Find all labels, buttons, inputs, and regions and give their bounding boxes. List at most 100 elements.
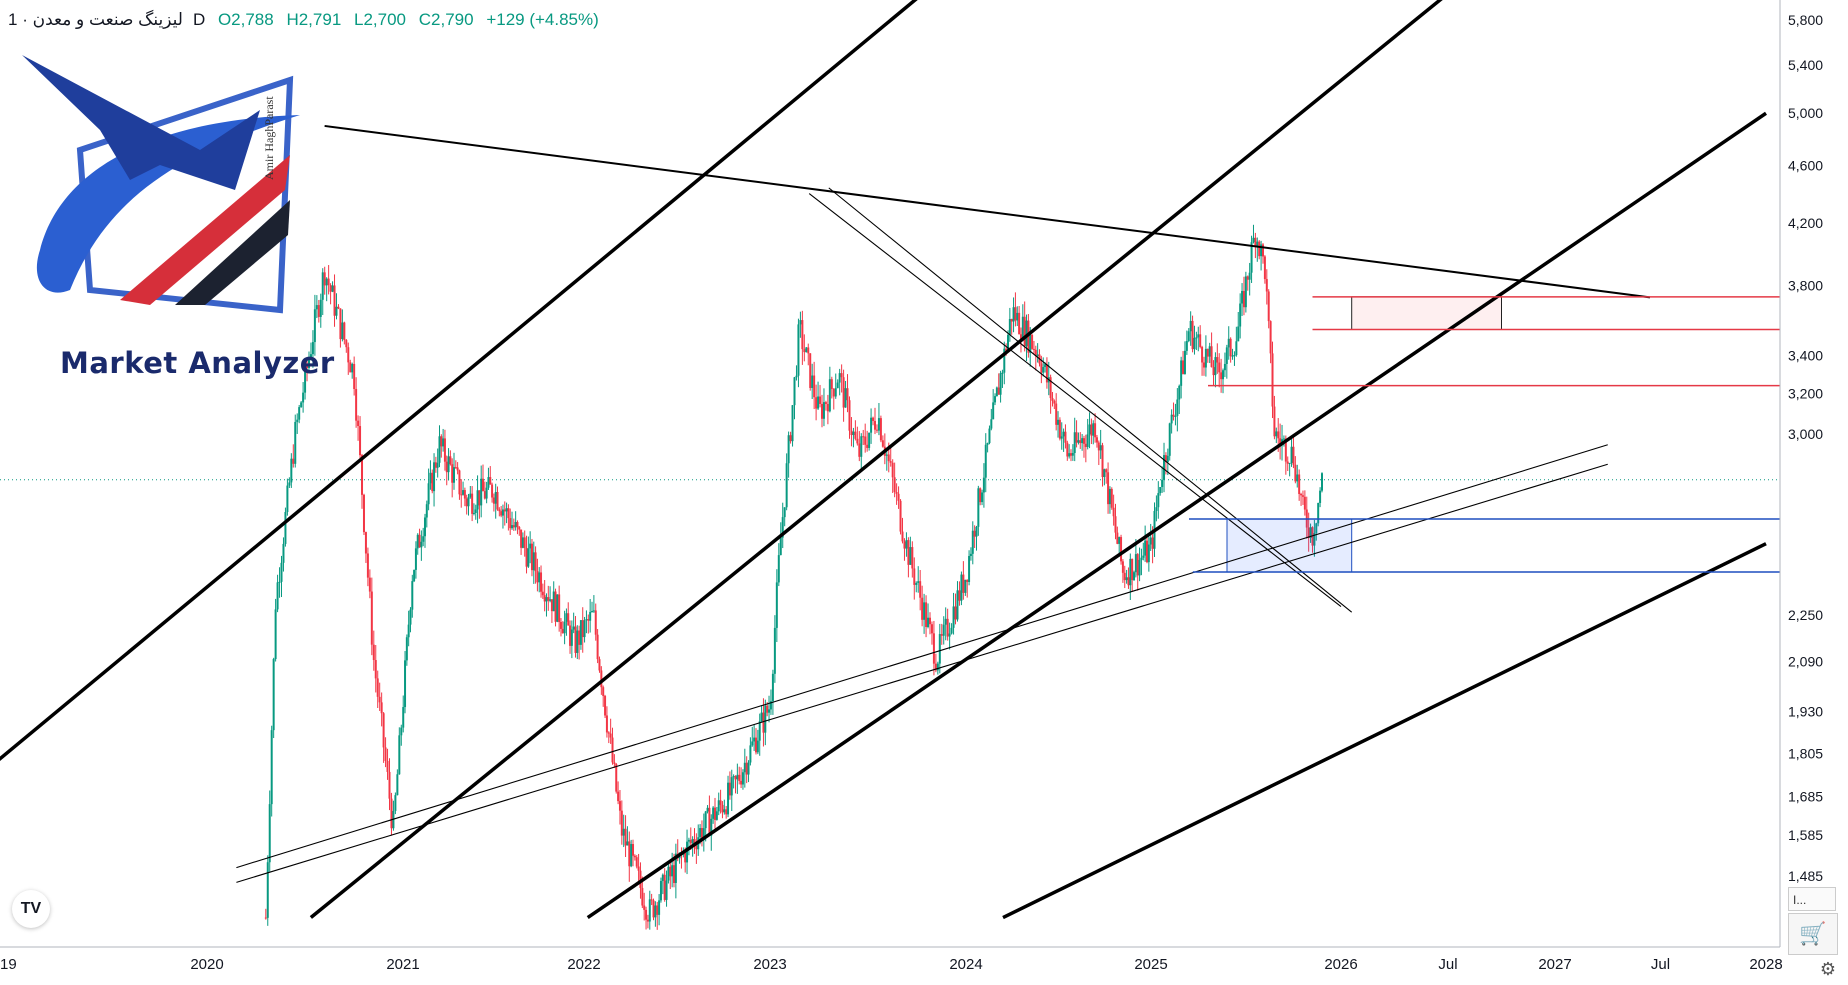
candle-body [1019, 334, 1022, 340]
candle-body [438, 436, 441, 463]
trendline [236, 444, 1608, 869]
candle-body [717, 800, 720, 812]
candle-body [836, 382, 839, 389]
candle-body [505, 508, 508, 512]
candle-body [895, 492, 898, 494]
y-tick-label: 4,600 [1788, 158, 1823, 174]
candle-body [425, 504, 428, 518]
candle-body [1099, 445, 1102, 451]
candle-body [585, 619, 588, 621]
candle-body [674, 853, 677, 883]
candle-body [620, 810, 623, 836]
tradingview-logo-button[interactable]: TV [12, 890, 50, 928]
candle-body [805, 347, 808, 353]
candle-body [280, 562, 283, 582]
candle-body [378, 696, 381, 703]
candle-body [1298, 474, 1301, 495]
candle-body [1271, 353, 1274, 407]
candle-body [400, 727, 403, 736]
candle-body [304, 364, 307, 393]
candle-body [921, 597, 924, 620]
candle-body [458, 470, 461, 495]
candle-body [561, 628, 564, 634]
candle-body [686, 841, 689, 863]
candle-body [646, 919, 649, 922]
candle-body [436, 462, 439, 468]
candle-body [1079, 440, 1082, 444]
interval[interactable]: 1D [8, 10, 206, 29]
candle-body [353, 363, 356, 390]
candle-body [1133, 572, 1136, 581]
x-tick-label: Jul [1438, 956, 1457, 973]
candle-body [907, 540, 910, 565]
candle-body [652, 900, 655, 918]
candle-body [357, 420, 360, 427]
candle-body [530, 543, 533, 571]
symbol-name[interactable]: لیزینگ صنعت و معدن [32, 10, 183, 29]
candle-body [954, 606, 957, 620]
candle-body [266, 862, 269, 918]
candle-body [274, 609, 277, 660]
candle-body [1060, 436, 1063, 439]
cart-icon[interactable]: 🛒 [1788, 913, 1838, 955]
candle-body [1092, 423, 1095, 436]
candle-body [509, 518, 512, 529]
candle-body [982, 477, 985, 493]
candle-body [302, 392, 305, 403]
candle-body [1206, 348, 1209, 357]
candle-body [1309, 527, 1312, 538]
zones [1226, 296, 1502, 573]
candle-body [1149, 537, 1152, 545]
candle-body [1216, 357, 1219, 363]
candle-body [278, 581, 281, 583]
candle-body [1315, 523, 1318, 534]
candle-body [386, 760, 389, 772]
candle-body [1044, 364, 1047, 368]
candle-body [1082, 438, 1085, 444]
candle-body [764, 705, 767, 733]
candle-body [592, 610, 595, 612]
side-panel-button[interactable]: I... [1788, 887, 1836, 911]
candle-body [343, 322, 346, 341]
candle-body [1275, 431, 1278, 437]
candle-body [550, 599, 553, 612]
candle-body [860, 436, 863, 457]
candle-body [309, 354, 312, 359]
candle-body [547, 597, 550, 601]
candle-body [700, 828, 703, 840]
y-tick-label: 1,485 [1788, 868, 1823, 884]
candle-body [1084, 443, 1087, 447]
y-tick-label: 5,400 [1788, 57, 1823, 73]
candle-body [1246, 276, 1249, 280]
candle-body [1077, 440, 1080, 443]
candle-body [615, 764, 618, 792]
candle-body [543, 595, 546, 602]
candle-body [1081, 438, 1084, 444]
candle-body [1155, 507, 1158, 511]
candle-body [1129, 558, 1132, 586]
candle-body [563, 621, 566, 634]
candle-body [372, 644, 375, 661]
candle-body [695, 845, 698, 850]
candle-body [710, 818, 713, 836]
candle-body [979, 488, 982, 503]
candle-body [687, 839, 690, 842]
candle-body [641, 887, 644, 906]
candle-body [721, 804, 724, 813]
candle-body [1180, 360, 1183, 386]
candle-body [511, 525, 514, 529]
candle-body [854, 431, 857, 439]
candle-body [944, 618, 947, 625]
candle-body [1292, 446, 1295, 465]
candle-body [824, 402, 827, 404]
candle-body [556, 594, 559, 622]
settings-icon[interactable]: ⚙ [1819, 959, 1837, 979]
candle-body [1075, 432, 1078, 443]
candle-body [1223, 363, 1226, 371]
candle-body [1005, 348, 1008, 351]
candle-body [626, 841, 629, 846]
candle-body [632, 844, 635, 856]
candle-body [1010, 319, 1013, 322]
